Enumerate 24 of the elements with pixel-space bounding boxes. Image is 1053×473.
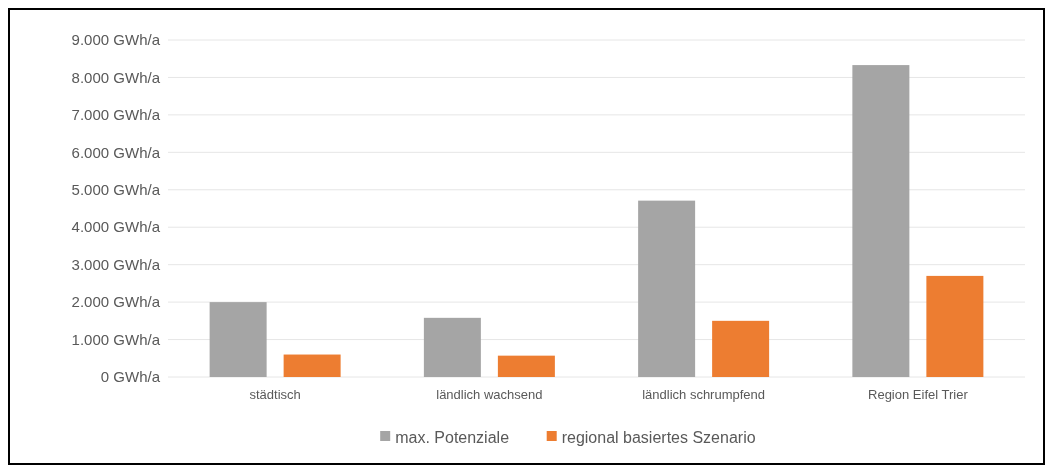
bar — [638, 200, 696, 377]
y-tick-label: 1.000 GWh/a — [71, 330, 161, 348]
y-tick-label: 0 GWh/a — [100, 368, 161, 386]
y-tick-label: 5.000 GWh/a — [71, 181, 161, 199]
y-tick-label: 9.000 GWh/a — [71, 31, 161, 49]
legend-label: regional basiertes Szenario — [561, 428, 756, 446]
bar — [497, 355, 555, 377]
bar — [209, 302, 267, 377]
x-tick-label: ländlich schrumpfend — [642, 387, 766, 402]
bar — [712, 320, 770, 377]
y-tick-label: 6.000 GWh/a — [71, 143, 161, 161]
bar — [283, 354, 341, 377]
y-tick-label: 8.000 GWh/a — [71, 68, 161, 86]
bar — [423, 317, 481, 377]
x-tick-label: städtisch — [249, 387, 301, 402]
bar — [852, 65, 910, 377]
y-tick-label: 3.000 GWh/a — [71, 255, 161, 273]
y-tick-label: 4.000 GWh/a — [71, 218, 161, 236]
x-tick-label: ländlich wachsend — [436, 387, 543, 402]
legend-label: max. Potenziale — [395, 428, 510, 446]
y-tick-label: 7.000 GWh/a — [71, 106, 161, 124]
bar — [926, 275, 984, 377]
y-tick-label: 2.000 GWh/a — [71, 293, 161, 311]
x-tick-label: Region Eifel Trier — [868, 387, 969, 402]
